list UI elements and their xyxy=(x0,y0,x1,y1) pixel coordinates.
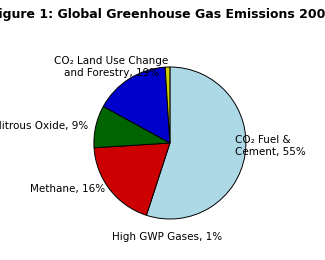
Wedge shape xyxy=(94,106,170,148)
Wedge shape xyxy=(147,67,246,219)
Text: CO₂ Fuel &
Cement, 55%: CO₂ Fuel & Cement, 55% xyxy=(235,135,306,157)
Wedge shape xyxy=(94,143,170,215)
Text: High GWP Gases, 1%: High GWP Gases, 1% xyxy=(112,232,222,242)
Text: Nitrous Oxide, 9%: Nitrous Oxide, 9% xyxy=(0,121,88,131)
Wedge shape xyxy=(103,67,170,143)
Text: Figure 1: Global Greenhouse Gas Emissions 2000: Figure 1: Global Greenhouse Gas Emission… xyxy=(0,8,325,21)
Wedge shape xyxy=(165,67,170,143)
Text: Methane, 16%: Methane, 16% xyxy=(30,184,105,194)
Text: CO₂ Land Use Change
and Forestry, 19%: CO₂ Land Use Change and Forestry, 19% xyxy=(54,56,169,78)
